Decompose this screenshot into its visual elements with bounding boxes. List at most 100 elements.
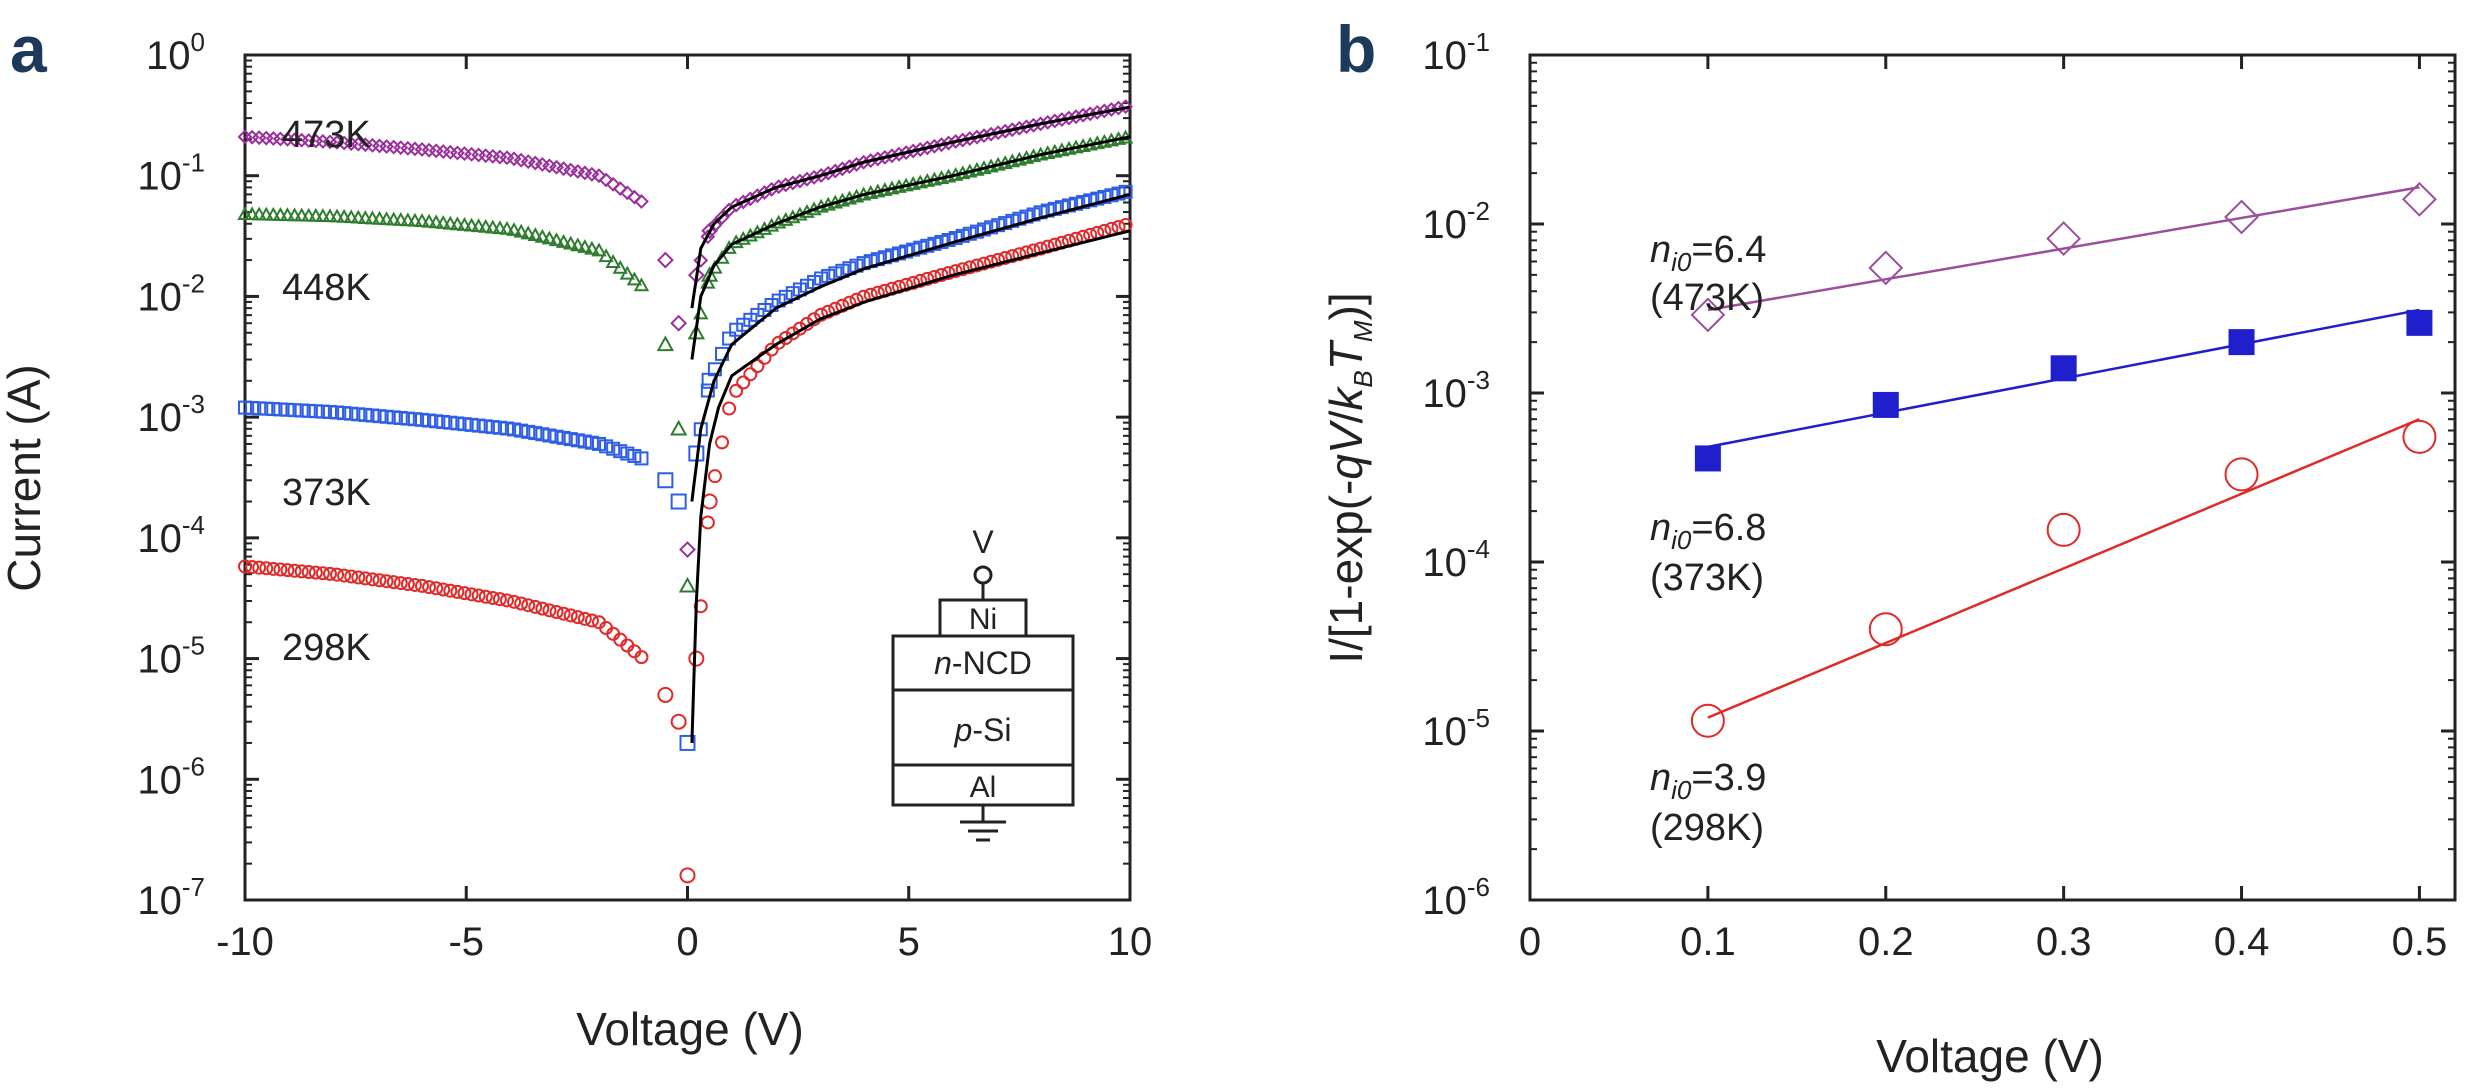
series-373k-point bbox=[679, 734, 696, 751]
series-373k-marker bbox=[941, 233, 956, 248]
inset-layer-ncd-label: n-NCD bbox=[934, 645, 1032, 681]
series-448k-marker bbox=[357, 210, 374, 224]
panel-b-series-markers bbox=[1690, 181, 2437, 738]
series-373k-marker bbox=[386, 410, 401, 425]
series-448k-marker bbox=[329, 208, 345, 223]
series-448k-marker bbox=[570, 237, 586, 252]
panel-b-plot-frame bbox=[1528, 53, 2457, 902]
series-448k-marker bbox=[371, 210, 388, 225]
series-298k-marker bbox=[948, 264, 963, 279]
inset-terminal-v: V bbox=[972, 524, 994, 560]
series-298k-marker bbox=[330, 567, 345, 582]
series-298k-marker bbox=[991, 252, 1006, 267]
series-473k-marker bbox=[1104, 102, 1119, 117]
series-373k-marker bbox=[499, 421, 514, 436]
series-448k-marker bbox=[605, 254, 621, 268]
series-373k-marker bbox=[549, 429, 564, 444]
series-298k-marker bbox=[422, 580, 437, 595]
series-373k-marker bbox=[393, 410, 408, 425]
panel-b-y-tick-label: 10-6 bbox=[1422, 872, 1490, 923]
series-448k-marker bbox=[350, 209, 366, 224]
panel-a-x-axis: -10 -5 0 5 10 bbox=[216, 55, 1152, 964]
series-473k-fit-line bbox=[690, 105, 1131, 309]
label-298k: 298K bbox=[282, 627, 371, 669]
series-448k-marker bbox=[279, 207, 296, 222]
series-473k-point bbox=[2402, 181, 2437, 217]
series-298k-marker bbox=[1012, 247, 1027, 262]
series-448k-marker bbox=[520, 225, 536, 240]
series-298k-marker bbox=[920, 271, 935, 286]
series-373k-marker bbox=[807, 275, 822, 290]
series-448k-point bbox=[700, 266, 719, 282]
series-298k-marker bbox=[308, 565, 323, 580]
series-448k-marker bbox=[336, 208, 352, 223]
series-448k-marker bbox=[470, 218, 487, 233]
series-448k-marker bbox=[428, 214, 444, 229]
series-373k-marker bbox=[443, 415, 458, 430]
series-298k-marker bbox=[962, 260, 977, 275]
series-373k-marker bbox=[634, 451, 649, 466]
series-298k-marker bbox=[707, 469, 722, 484]
series-298k-marker bbox=[528, 599, 543, 614]
panel-b-x-axis-label: Voltage (V) bbox=[1876, 1030, 2104, 1082]
series-298k-marker bbox=[358, 571, 373, 586]
series-448k-point bbox=[656, 335, 675, 352]
series-373k-marker bbox=[570, 433, 585, 448]
series-298k-marker bbox=[252, 560, 267, 575]
series-373k-marker bbox=[948, 231, 963, 246]
series-448k-marker bbox=[541, 230, 558, 245]
series-373k-marker bbox=[927, 236, 942, 251]
series-373k-marker bbox=[379, 409, 394, 424]
series-298k-marker bbox=[457, 586, 472, 601]
series-373k-marker bbox=[245, 400, 260, 415]
series-298k-point bbox=[657, 686, 674, 703]
series-373k-marker bbox=[700, 383, 715, 398]
series-448k-marker bbox=[584, 240, 600, 255]
series-373k-marker bbox=[1118, 184, 1133, 199]
inset-layer-ni-label: Ni bbox=[969, 603, 997, 636]
series-473k-marker bbox=[1089, 104, 1105, 120]
series-448k-marker bbox=[513, 223, 529, 238]
series-448k-marker bbox=[449, 216, 466, 231]
series-298k-marker bbox=[984, 254, 999, 269]
series-298k-marker bbox=[351, 570, 366, 585]
series-373k-marker bbox=[962, 226, 977, 241]
series-448k-marker bbox=[506, 222, 522, 236]
annotation-temp-373k: (373K) bbox=[1650, 557, 1764, 599]
series-298k-marker bbox=[771, 335, 786, 350]
panel-b-x-tick-label: 0.3 bbox=[2036, 920, 2092, 964]
series-373k-marker bbox=[365, 408, 380, 423]
series-448k-marker bbox=[251, 206, 267, 221]
series-373k-marker bbox=[1083, 193, 1098, 208]
series-298k-marker bbox=[1026, 243, 1041, 258]
series-373k-marker bbox=[478, 419, 493, 434]
series-298k-marker bbox=[570, 610, 585, 625]
panel-a-y-tick-label: 10-4 bbox=[137, 510, 205, 561]
series-448k-marker bbox=[265, 206, 282, 221]
series-473k-marker bbox=[1075, 107, 1091, 123]
series-373k-marker bbox=[471, 418, 486, 433]
series-448k-marker bbox=[492, 220, 508, 235]
annotation-n-373k: ni0=6.8 bbox=[1650, 507, 1766, 555]
series-373k-marker bbox=[563, 432, 578, 447]
annotation-n-298k: ni0=3.9 bbox=[1650, 757, 1766, 805]
series-373k-marker bbox=[528, 426, 543, 441]
series-373k-marker bbox=[407, 412, 422, 427]
series-298k-point bbox=[1868, 612, 1903, 647]
series-298k-marker bbox=[407, 577, 422, 592]
series-298k-marker bbox=[1033, 241, 1048, 256]
panel-a-x-tick-label: 0 bbox=[676, 920, 698, 964]
series-298k-marker bbox=[464, 587, 479, 602]
series-373k-marker bbox=[259, 401, 274, 416]
series-373k-marker bbox=[627, 448, 642, 463]
series-298k-marker bbox=[521, 598, 536, 613]
series-373k-marker bbox=[1097, 189, 1112, 204]
panel-b-x-tick-label: 0.2 bbox=[1858, 920, 1914, 964]
series-298k-marker bbox=[998, 250, 1013, 265]
series-298k-marker bbox=[436, 582, 451, 597]
series-373k-marker bbox=[330, 405, 345, 420]
series-448k-marker bbox=[244, 206, 260, 221]
series-473k-marker bbox=[626, 189, 642, 205]
series-298k-marker bbox=[238, 559, 252, 574]
annotation-n-473k: ni0=6.4 bbox=[1650, 229, 1766, 277]
